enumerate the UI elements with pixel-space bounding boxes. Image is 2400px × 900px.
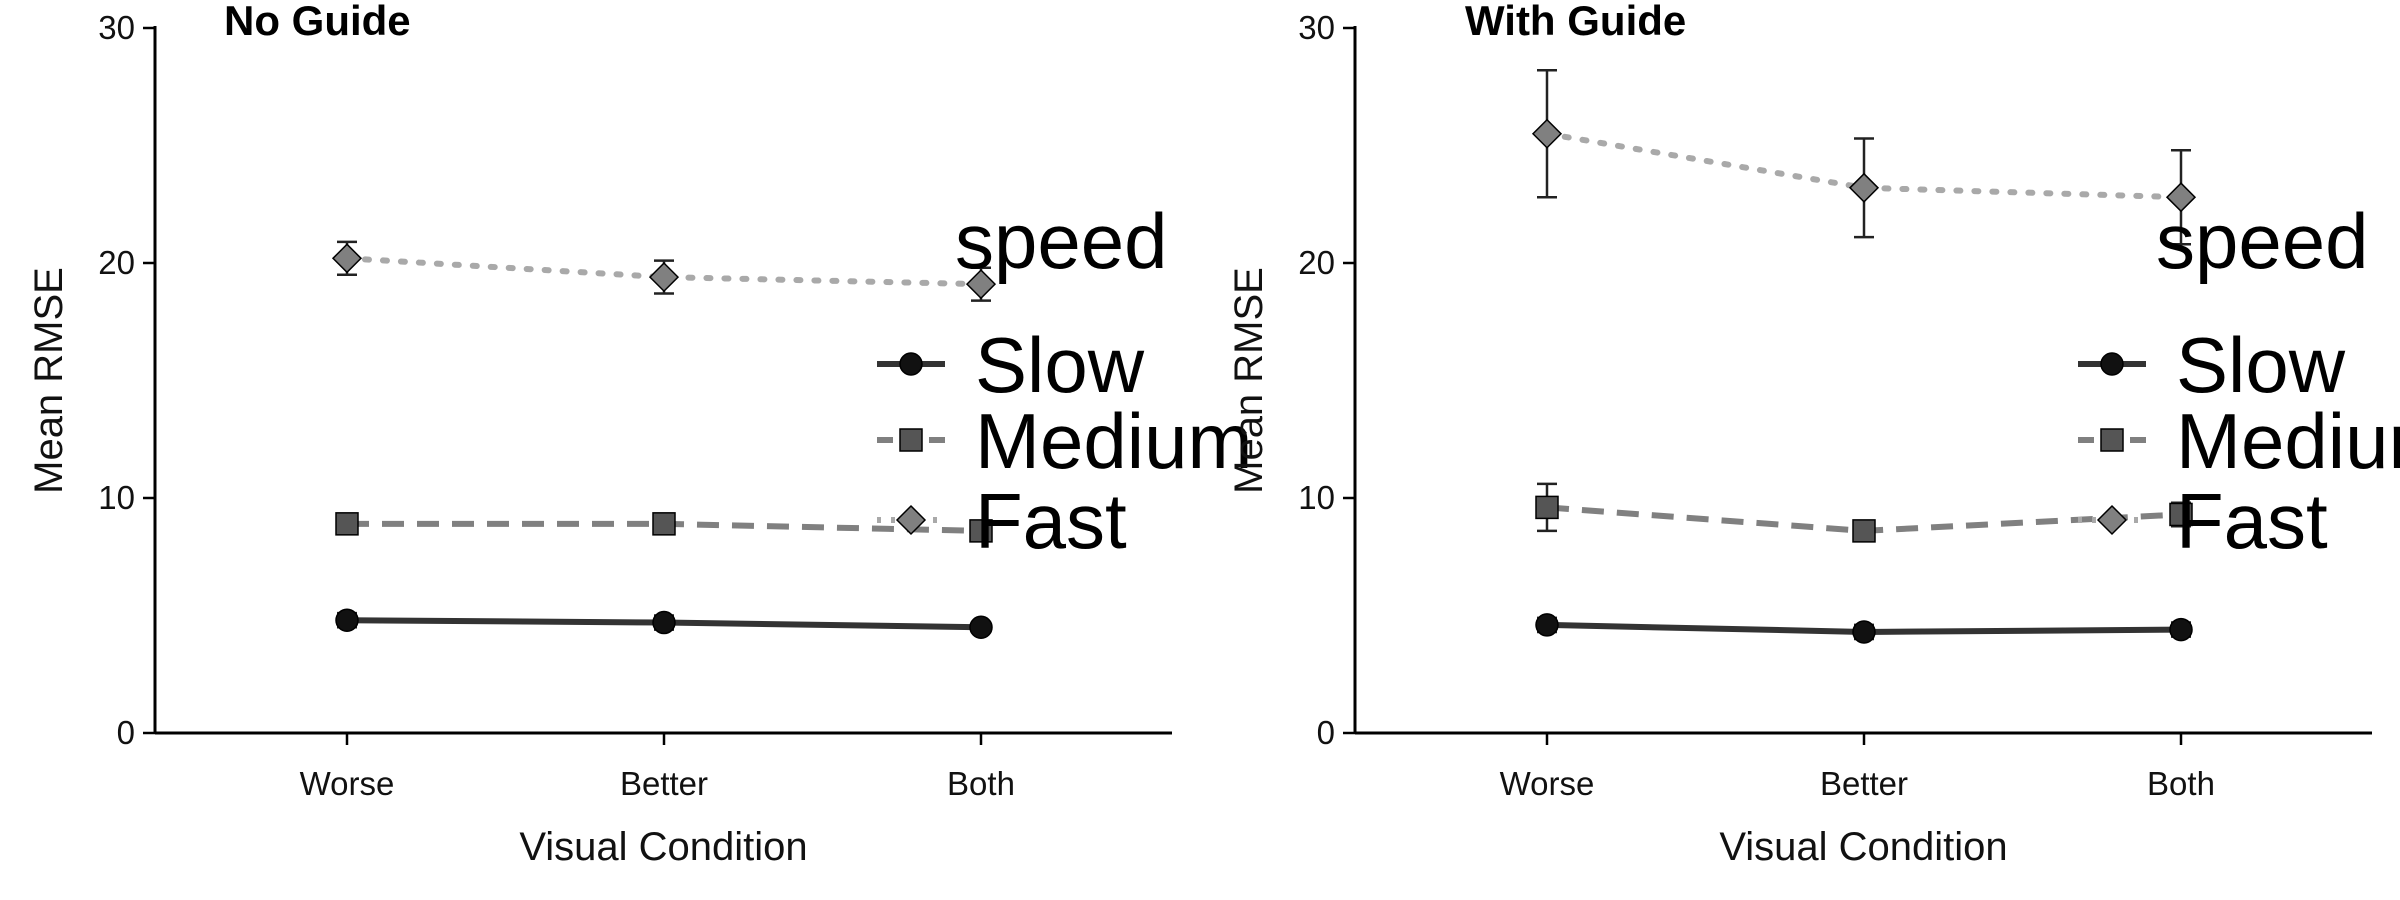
legend-title: speed (955, 197, 1168, 285)
legend-item-medium: Medium (2078, 397, 2400, 485)
x-axis-label: Visual Condition (519, 825, 807, 869)
data-point (2169, 617, 2193, 642)
y-tick-label: 10 (1298, 479, 1335, 516)
legend-item-slow: Slow (2078, 321, 2346, 409)
data-point (965, 269, 997, 300)
data-point (1848, 172, 1880, 203)
data-point (335, 608, 359, 632)
data-point (1852, 519, 1876, 543)
legend-title: speed (2156, 197, 2369, 285)
legend-label: Fast (2176, 477, 2328, 565)
y-tick-label: 20 (98, 244, 135, 281)
legend-key-marker (899, 352, 923, 376)
legend-item-fast: Fast (2078, 477, 2328, 565)
chart-panel-1: 0 10 20 30 Worse Better Both Visual Condition Me… (27, 0, 1252, 869)
x-tick-label: Both (947, 765, 1015, 802)
data-point (652, 512, 676, 536)
data-point (969, 615, 993, 639)
legend-item-medium: Medium (877, 397, 1252, 485)
x-tick-label: Both (2147, 765, 2215, 802)
data-point (335, 512, 359, 536)
legend-item-slow: Slow (877, 321, 1145, 409)
x-tick-label: Worse (1500, 765, 1595, 802)
legend-label: Slow (975, 321, 1145, 409)
x-tick-label: Worse (300, 765, 395, 802)
legend-key-marker (2100, 352, 2124, 376)
data-point (1531, 118, 1563, 149)
chart-panel-2: 0 10 20 30 Worse Better Both Visual Condition Me… (1227, 0, 2400, 869)
data-point (1535, 613, 1559, 637)
x-tick-label: Better (620, 765, 708, 802)
y-tick-label: 10 (98, 479, 135, 516)
series-fast (331, 240, 997, 302)
series-fast (1531, 69, 2197, 246)
y-axis-label: Mean RMSE (27, 267, 71, 494)
x-tick-label: Better (1820, 765, 1908, 802)
legend-key-marker (895, 504, 927, 536)
legend-label: Slow (2176, 321, 2346, 409)
data-point (648, 262, 680, 293)
panel-title: With Guide (1465, 0, 1686, 44)
data-point (1852, 620, 1876, 644)
y-tick-label: 0 (117, 714, 135, 751)
series-slow (1535, 613, 2193, 644)
legend-label: Fast (975, 477, 1127, 565)
legend-item-fast: Fast (877, 477, 1127, 565)
data-point (331, 243, 363, 274)
data-point (652, 610, 676, 635)
legend-key-marker (2096, 504, 2128, 536)
legend-label: Medium (975, 397, 1252, 485)
data-point (2169, 502, 2193, 527)
data-point (2165, 182, 2197, 213)
y-tick-label: 0 (1317, 714, 1335, 751)
y-axis-label: Mean RMSE (1227, 267, 1271, 494)
data-point (1535, 495, 1559, 520)
legend-key-marker (899, 428, 923, 452)
legend-key-marker (2100, 428, 2124, 452)
series-medium (335, 512, 993, 543)
x-axis-label: Visual Condition (1719, 825, 2007, 869)
y-tick-label: 20 (1298, 244, 1335, 281)
series-medium (1535, 482, 2193, 543)
y-tick-label: 30 (1298, 9, 1335, 46)
panel-title: No Guide (224, 0, 411, 44)
legend-label: Medium (2176, 397, 2400, 485)
series-line (344, 255, 984, 288)
data-point (969, 519, 993, 543)
series-slow (335, 608, 993, 639)
y-tick-label: 30 (98, 9, 135, 46)
